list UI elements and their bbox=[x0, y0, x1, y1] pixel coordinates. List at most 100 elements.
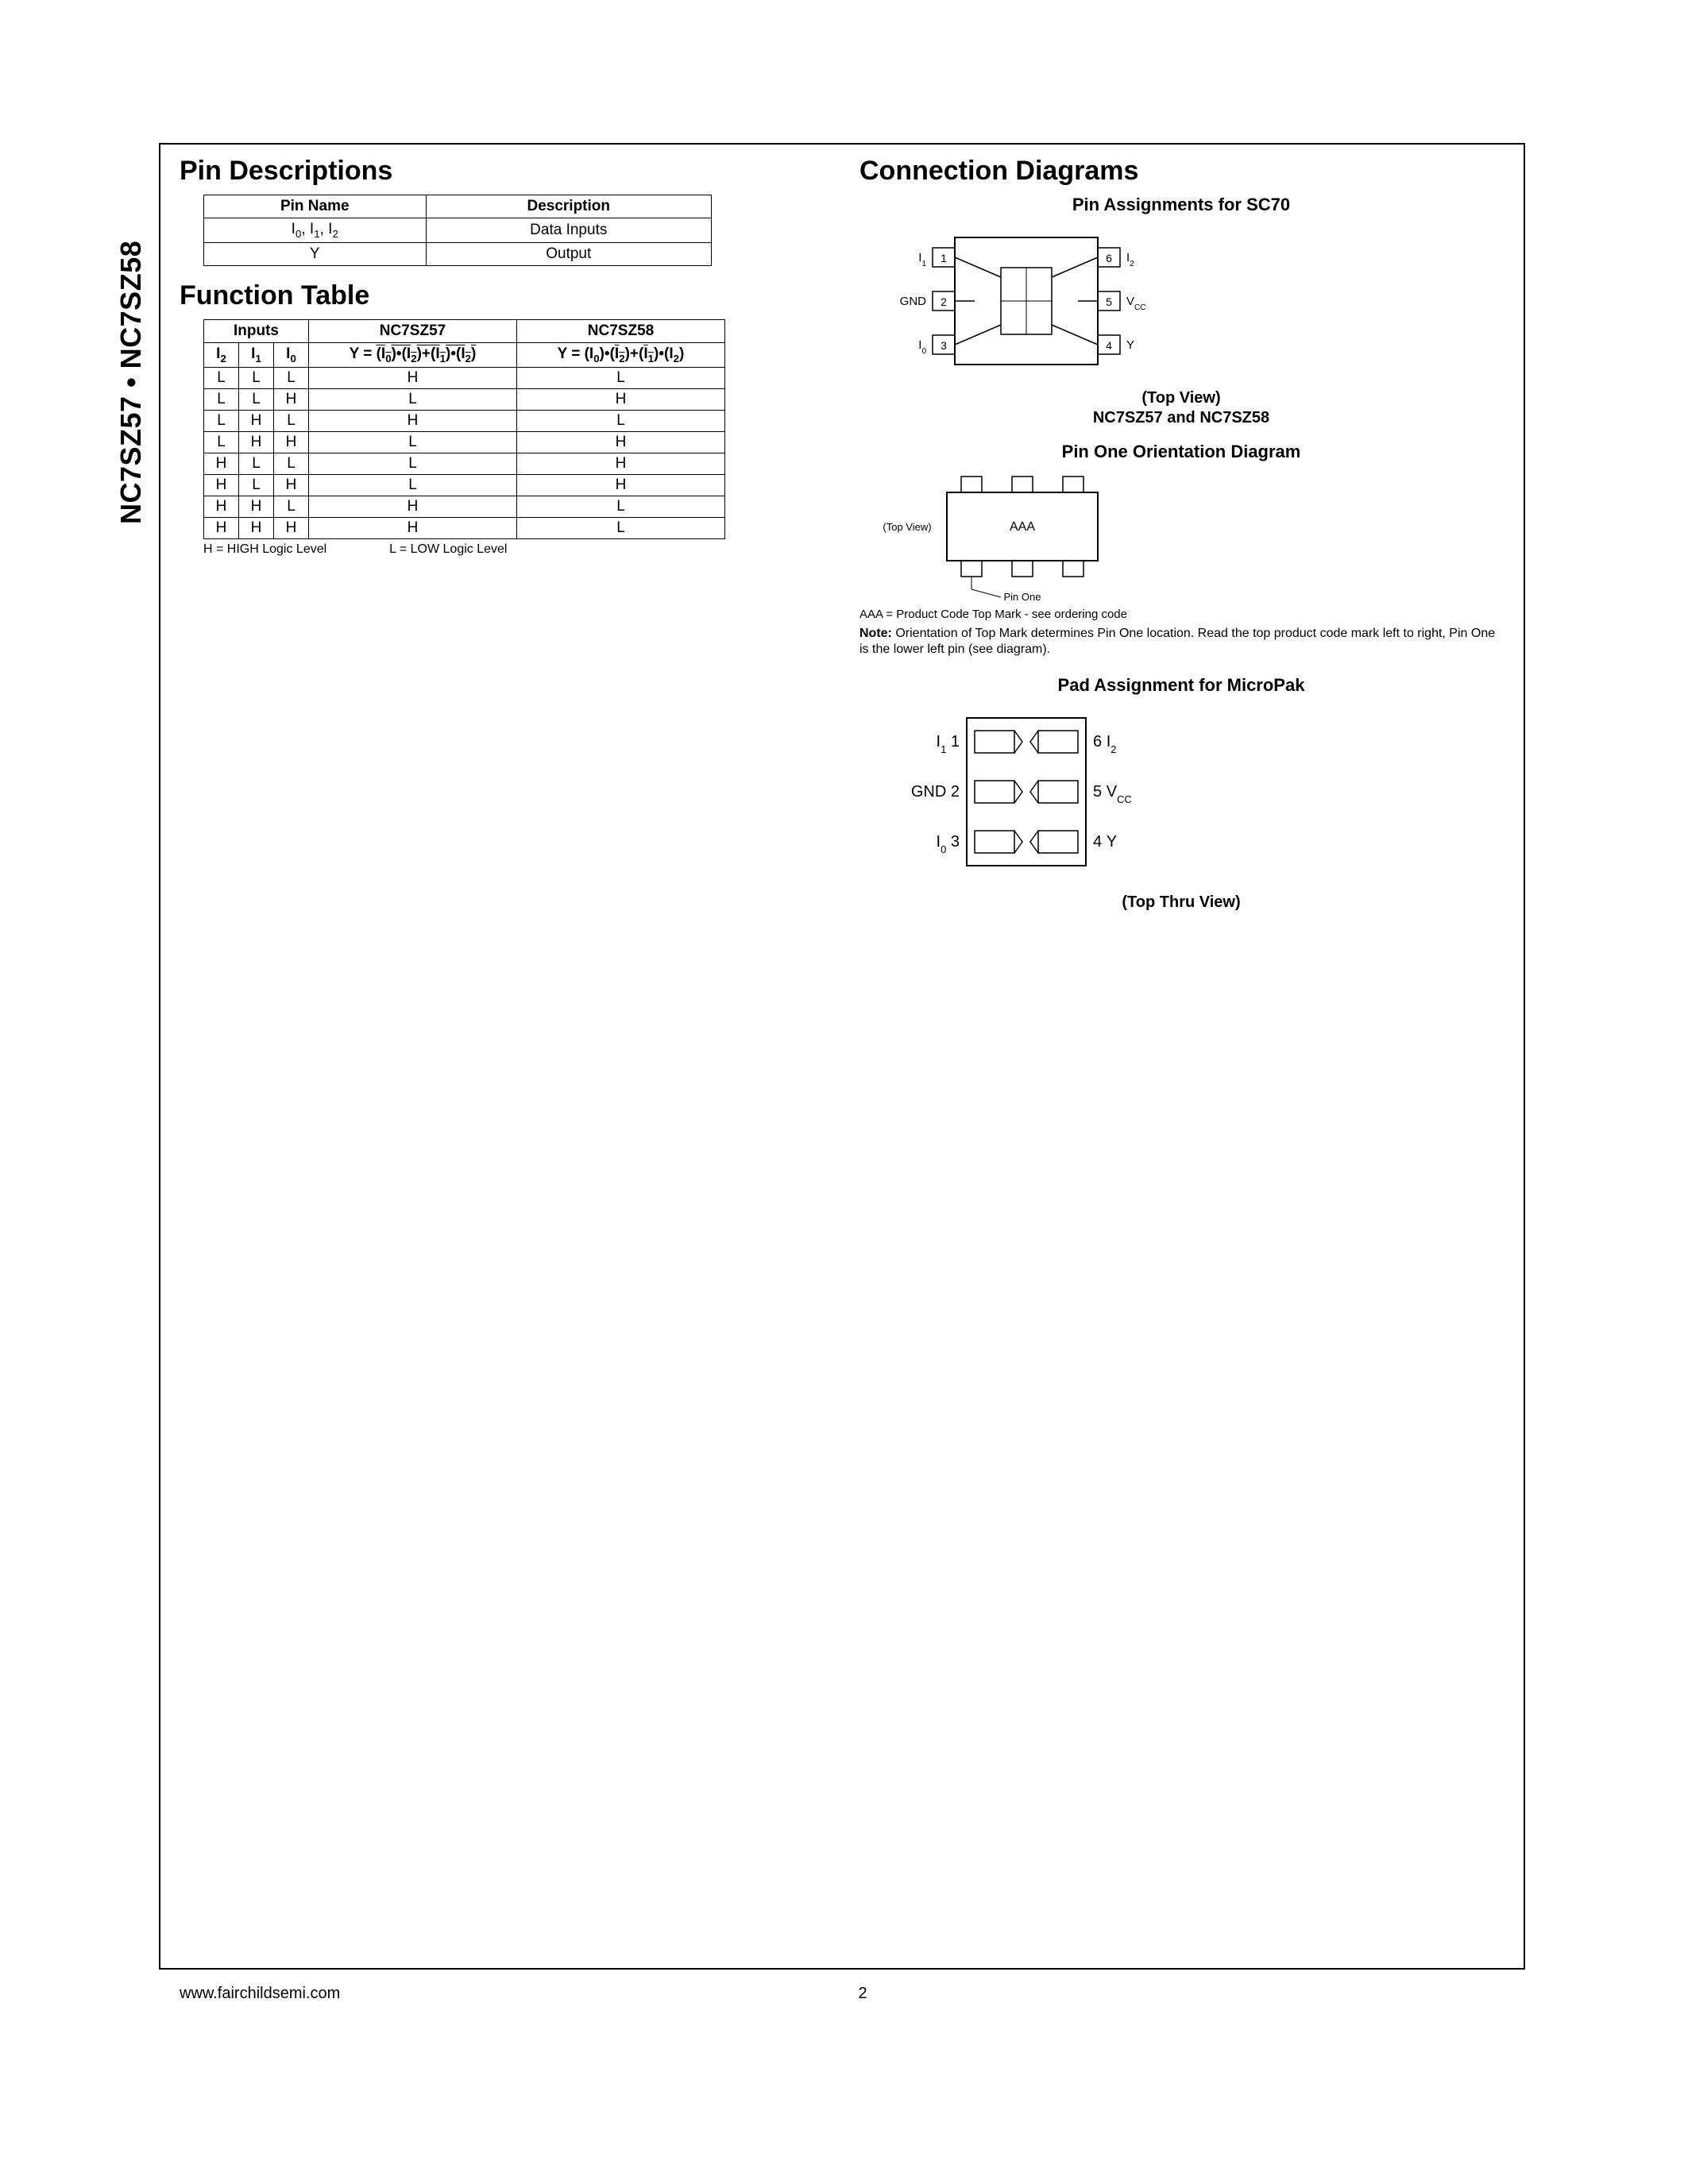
right-column: Connection Diagrams Pin Assignments for … bbox=[859, 156, 1503, 916]
func-cell: H bbox=[239, 496, 274, 517]
func-header-inputs: Inputs bbox=[204, 319, 309, 342]
func-cell: H bbox=[239, 517, 274, 538]
svg-text:I2: I2 bbox=[1126, 251, 1134, 268]
svg-text:5 VCC: 5 VCC bbox=[1093, 783, 1132, 805]
content-frame: Pin Descriptions Pin Name Description I0… bbox=[159, 143, 1525, 1970]
func-cell: L bbox=[239, 367, 274, 388]
sc70-subtitle: NC7SZ57 and NC7SZ58 bbox=[859, 409, 1503, 427]
func-subheader-eq57: Y = (I0)•(I2)+(I1)•(I2) bbox=[309, 342, 517, 367]
func-cell: H bbox=[239, 410, 274, 431]
func-subheader: I0 bbox=[274, 342, 309, 367]
legend-low: L = LOW Logic Level bbox=[389, 542, 507, 556]
svg-text:5: 5 bbox=[1106, 295, 1112, 308]
note-bold: Note: bbox=[859, 627, 892, 640]
svg-text:4 Y: 4 Y bbox=[1093, 833, 1117, 851]
func-cell: L bbox=[309, 474, 517, 496]
svg-text:GND 2: GND 2 bbox=[911, 783, 960, 801]
micropak-title: Pad Assignment for MicroPak bbox=[859, 675, 1503, 696]
pin-descriptions-heading: Pin Descriptions bbox=[180, 156, 831, 187]
svg-text:1: 1 bbox=[941, 252, 947, 264]
svg-text:Y: Y bbox=[1126, 338, 1134, 352]
side-title: NC7SZ57 • NC7SZ58 bbox=[114, 143, 148, 524]
pin-one-mark: AAA bbox=[1010, 520, 1035, 534]
function-table: Inputs NC7SZ57 NC7SZ58 I2 I1 I0 Y = (I0)… bbox=[203, 319, 725, 539]
pin-one-topview-label: (Top View) bbox=[883, 521, 931, 533]
func-cell: L bbox=[274, 453, 309, 474]
svg-text:GND: GND bbox=[900, 295, 927, 308]
page: NC7SZ57 • NC7SZ58 Pin Descriptions Pin N… bbox=[143, 143, 1541, 2033]
func-cell: L bbox=[274, 410, 309, 431]
function-table-heading: Function Table bbox=[180, 280, 831, 311]
func-cell: L bbox=[239, 388, 274, 410]
pindesc-header-desc: Description bbox=[426, 195, 711, 218]
func-cell: H bbox=[204, 474, 239, 496]
pindesc-cell: Y bbox=[204, 242, 427, 265]
legend-high: H = HIGH Logic Level bbox=[203, 542, 326, 556]
func-cell: H bbox=[239, 431, 274, 453]
svg-text:6 I2: 6 I2 bbox=[1093, 733, 1116, 755]
func-cell: L bbox=[517, 496, 725, 517]
func-cell: L bbox=[517, 517, 725, 538]
func-cell: L bbox=[239, 453, 274, 474]
func-cell: L bbox=[309, 453, 517, 474]
func-cell: H bbox=[204, 496, 239, 517]
func-cell: L bbox=[309, 431, 517, 453]
func-cell: L bbox=[239, 474, 274, 496]
func-cell: L bbox=[309, 388, 517, 410]
footer-url: www.fairchildsemi.com bbox=[180, 1985, 340, 2002]
svg-text:VCC: VCC bbox=[1126, 295, 1145, 312]
pindesc-cell: Data Inputs bbox=[426, 218, 711, 243]
svg-text:I1: I1 bbox=[918, 251, 926, 268]
svg-text:6: 6 bbox=[1106, 252, 1112, 264]
func-cell: L bbox=[204, 367, 239, 388]
func-cell: L bbox=[274, 367, 309, 388]
pindesc-cell: Output bbox=[426, 242, 711, 265]
func-cell: H bbox=[517, 431, 725, 453]
sc70-topview-label: (Top View) bbox=[859, 389, 1503, 407]
func-cell: H bbox=[517, 453, 725, 474]
sc70-diagram: 1 I1 2 GND 3 I0 6 I2 5 VCC 4 Y bbox=[859, 222, 1193, 380]
svg-text:I0: I0 bbox=[918, 338, 926, 356]
svg-text:I0 3: I0 3 bbox=[937, 833, 960, 855]
pin-one-label: Pin One bbox=[1004, 591, 1041, 603]
func-cell: L bbox=[204, 431, 239, 453]
func-cell: L bbox=[204, 388, 239, 410]
func-header-nc58: NC7SZ58 bbox=[517, 319, 725, 342]
pindesc-cell: I0, I1, I2 bbox=[204, 218, 427, 243]
func-cell: H bbox=[204, 453, 239, 474]
func-cell: H bbox=[309, 496, 517, 517]
func-cell: L bbox=[274, 496, 309, 517]
func-cell: H bbox=[517, 388, 725, 410]
func-subheader: I2 bbox=[204, 342, 239, 367]
func-subheader: I1 bbox=[239, 342, 274, 367]
func-cell: L bbox=[517, 410, 725, 431]
func-cell: H bbox=[309, 367, 517, 388]
connection-diagrams-heading: Connection Diagrams bbox=[859, 156, 1503, 187]
func-cell: H bbox=[274, 431, 309, 453]
pin-descriptions-table: Pin Name Description I0, I1, I2 Data Inp… bbox=[203, 195, 712, 266]
func-cell: H bbox=[517, 474, 725, 496]
micropak-diagram: I1 1GND 2I0 3 6 I25 VCC4 Y bbox=[859, 702, 1193, 885]
footer-page: 2 bbox=[858, 1985, 867, 2003]
pindesc-header-name: Pin Name bbox=[204, 195, 427, 218]
svg-text:2: 2 bbox=[941, 295, 947, 308]
func-header-nc57: NC7SZ57 bbox=[309, 319, 517, 342]
func-cell: H bbox=[204, 517, 239, 538]
svg-text:4: 4 bbox=[1106, 339, 1112, 352]
micropak-bottom-label: (Top Thru View) bbox=[859, 893, 1503, 912]
func-subheader-eq58: Y = (I0)•(I2)+(I1)•(I2) bbox=[517, 342, 725, 367]
func-cell: L bbox=[517, 367, 725, 388]
pin-one-title: Pin One Orientation Diagram bbox=[859, 442, 1503, 462]
svg-text:3: 3 bbox=[941, 339, 947, 352]
footer: www.fairchildsemi.com 2 bbox=[180, 1985, 1546, 2003]
note-text: Orientation of Top Mark determines Pin O… bbox=[859, 627, 1495, 656]
func-cell: L bbox=[204, 410, 239, 431]
func-legend: H = HIGH Logic Level L = LOW Logic Level bbox=[203, 542, 831, 557]
func-cell: H bbox=[274, 474, 309, 496]
pin-one-diagram: AAA (Top View) Pin One bbox=[859, 469, 1161, 604]
sc70-title: Pin Assignments for SC70 bbox=[859, 195, 1503, 215]
left-column: Pin Descriptions Pin Name Description I0… bbox=[180, 156, 831, 557]
func-cell: H bbox=[309, 517, 517, 538]
aaa-note: AAA = Product Code Top Mark - see orderi… bbox=[859, 608, 1503, 621]
func-cell: H bbox=[274, 517, 309, 538]
